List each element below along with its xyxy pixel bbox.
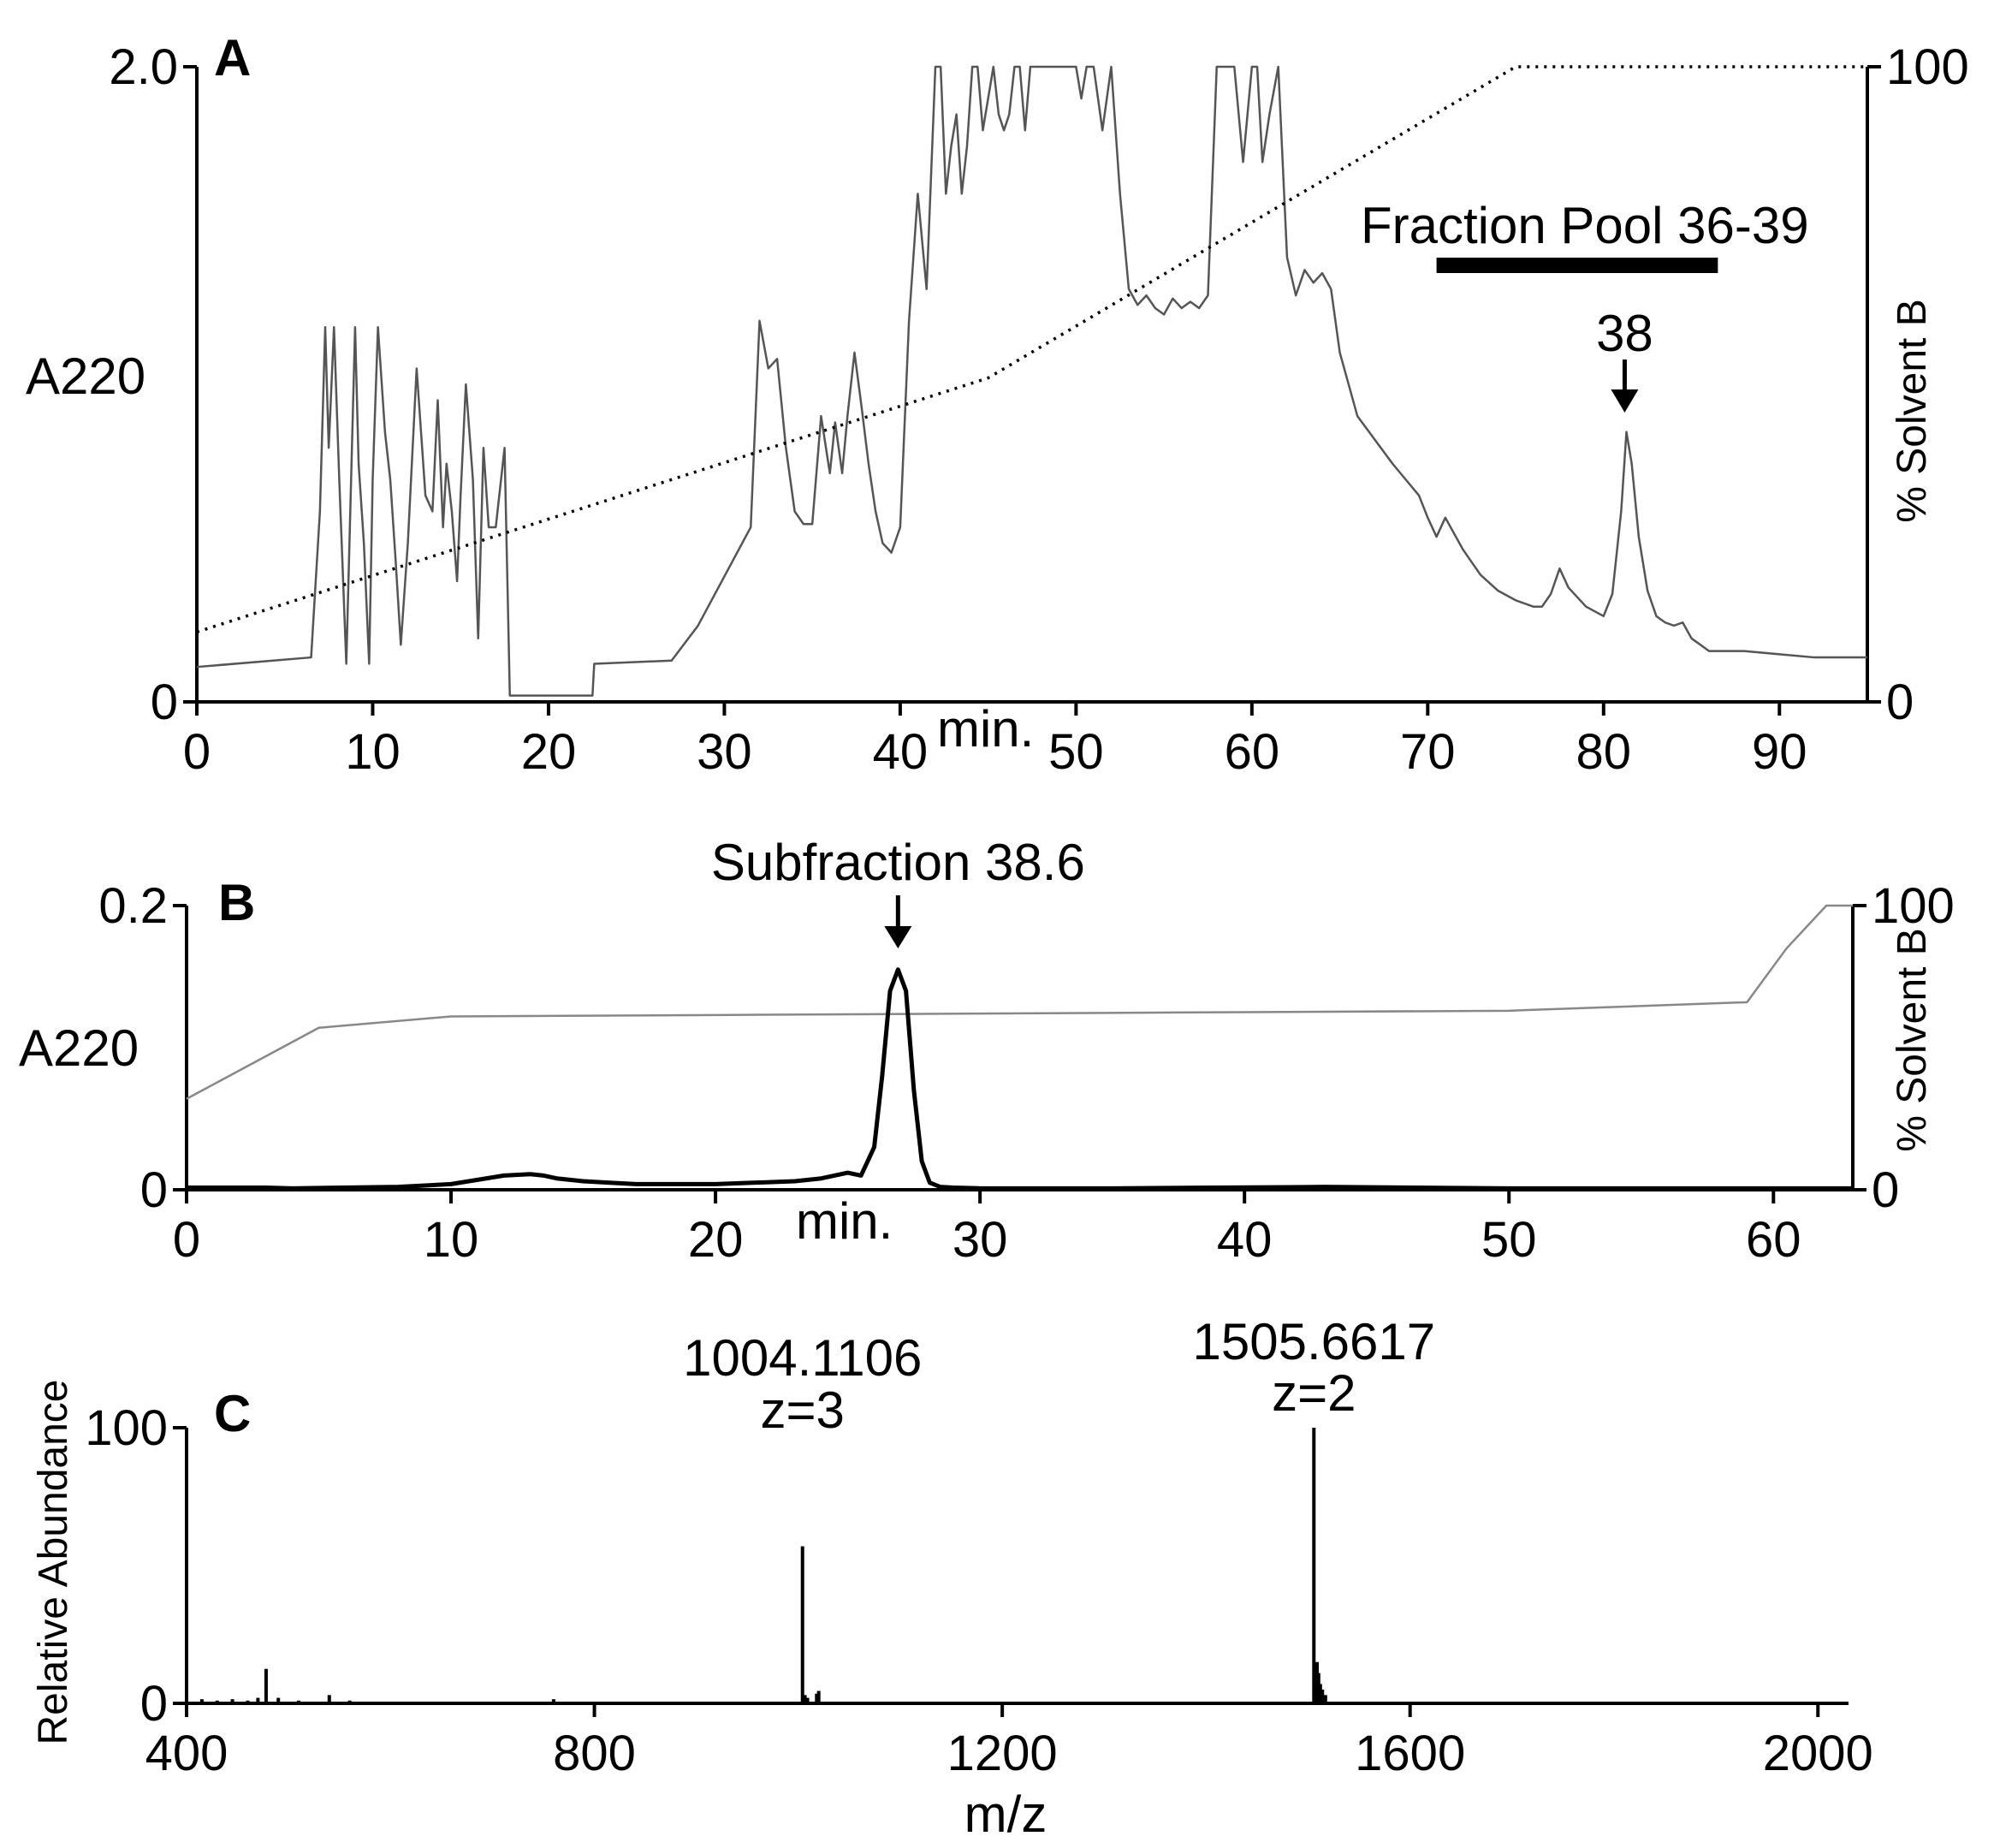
panel-b-y2label: % Solvent B [1890, 928, 1935, 1151]
panel-a-xtick-label: 50 [1048, 724, 1104, 780]
panel-c-ylabel: Relative Abundance [31, 1380, 76, 1745]
peak-1505-mz-label: 1505.6617 [1192, 1313, 1435, 1370]
panel-b-xlabel: min. [796, 1192, 893, 1250]
panel-c-axes [185, 1428, 1849, 1705]
panel-b-axes [185, 906, 1855, 1191]
panel-a-xtick-label: 40 [873, 724, 929, 780]
panel-a-xtick-label: 0 [183, 724, 211, 780]
panel-b-y2tick-label: 0 [1872, 1162, 1899, 1218]
panel-a-axes [195, 67, 1869, 704]
panel-c-label: C [214, 1385, 251, 1442]
panel-a-xtick-label: 90 [1752, 724, 1807, 780]
panel-b-xtick-label: 60 [1746, 1212, 1801, 1268]
panel-b-xtick-label: 30 [952, 1212, 1008, 1268]
panel-a-xtick-label: 70 [1400, 724, 1456, 780]
peak-1004-charge-label: z=3 [761, 1382, 845, 1439]
panel-b: B A220 min. % Solvent B 0 10 20 30 40 50 60 0 0.… [19, 834, 1955, 1268]
panel-c-xtick-label: 400 [145, 1726, 228, 1781]
panel-b-xtick-label: 20 [688, 1212, 744, 1268]
panel-c-ticks: 400 800 1200 1600 2000 0 100 [85, 1400, 1873, 1781]
panel-b-label: B [218, 874, 255, 931]
panel-c-xtick-label: 1200 [947, 1726, 1058, 1781]
panel-a-xlabel: min. [937, 700, 1034, 758]
panel-a-xtick-label: 60 [1225, 724, 1280, 780]
panel-c-annotations: 1004.1106 z=3 1505.6617 z=2 [683, 1313, 1435, 1439]
panel-a-series [196, 65, 1867, 697]
panel-a-ytick-label: 0 [151, 674, 178, 730]
panel-a-ticks: 0 10 20 30 40 50 60 70 80 90 0 2.0 0 100 [109, 39, 1968, 780]
panel-b-xtick-label: 40 [1217, 1212, 1273, 1268]
panel-c-series [199, 1428, 1576, 1703]
peak-38-label: 38 [1596, 305, 1653, 362]
panel-b-ytick-label: 0 [140, 1162, 168, 1218]
panel-a-ytick-label: 2.0 [109, 39, 178, 95]
subfraction-arrow-head [884, 926, 912, 948]
panel-a-y2tick-label: 0 [1886, 674, 1914, 730]
panel-b-ylabel: A220 [19, 1019, 139, 1077]
panel-b-solvent-gradient [186, 904, 1853, 1100]
panel-a-xtick-label: 20 [521, 724, 577, 780]
panel-b-y2tick-label: 100 [1872, 878, 1955, 934]
panel-a-annotations: Fraction Pool 36-39 38 [1361, 197, 1809, 413]
panel-a-absorbance-trace [196, 65, 1867, 697]
panel-a-label: A [214, 29, 251, 86]
panel-b-annotations: Subfraction 38.6 [711, 834, 1085, 948]
fraction-pool-label: Fraction Pool 36-39 [1361, 197, 1809, 254]
panel-c-xtick-label: 2000 [1763, 1726, 1873, 1781]
panel-a-y2label: % Solvent B [1890, 299, 1935, 522]
peak-1505-charge-label: z=2 [1272, 1364, 1356, 1422]
peak-1004-mz-label: 1004.1106 [683, 1329, 922, 1387]
panel-c-xtick-label: 800 [553, 1726, 636, 1781]
peak-38-arrow-head [1611, 389, 1639, 413]
panel-c-xtick-label: 1600 [1355, 1726, 1465, 1781]
panel-b-ticks: 0 10 20 30 40 50 60 0 0.2 0 100 [98, 878, 1954, 1268]
panel-b-xtick-label: 0 [173, 1212, 200, 1268]
panel-c-ytick-label: 100 [85, 1400, 168, 1456]
panel-b-xtick-label: 10 [424, 1212, 479, 1268]
panel-b-ytick-label: 0.2 [98, 878, 168, 934]
panel-a: A A220 min. % Solvent B 0 10 20 30 40 50 60 70 8… [26, 29, 1969, 780]
panel-a-solvent-gradient [196, 65, 1867, 634]
panel-a-xtick-label: 10 [345, 724, 401, 780]
panel-b-series [186, 904, 1853, 1191]
panel-a-ylabel: A220 [26, 348, 145, 405]
panel-c-xlabel: m/z [964, 1786, 1047, 1843]
panel-a-xtick-label: 30 [697, 724, 752, 780]
panel-a-y2tick-label: 100 [1886, 39, 1969, 95]
panel-c: C Relative Abundance m/z 400 800 1200 1600 2… [31, 1313, 1873, 1843]
panel-c-ytick-label: 0 [140, 1676, 168, 1732]
panel-b-absorbance-trace [187, 967, 1853, 1191]
panel-b-xtick-label: 50 [1481, 1212, 1537, 1268]
panel-a-xtick-label: 80 [1576, 724, 1632, 780]
subfraction-label: Subfraction 38.6 [711, 834, 1085, 891]
